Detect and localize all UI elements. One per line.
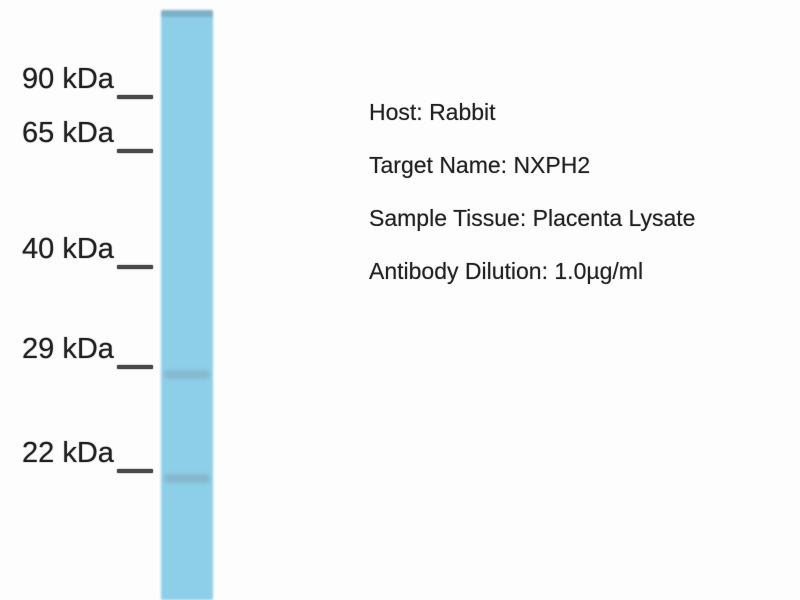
lane-top-edge (161, 10, 213, 17)
info-line-target-name: Target Name: NXPH2 (369, 152, 591, 178)
marker-29kda: 29 kDa (22, 332, 157, 372)
marker-tick (117, 95, 153, 99)
lane-background (161, 10, 213, 600)
protein-band-22kda (164, 474, 210, 483)
marker-90kda: 90 kDa (22, 62, 157, 102)
marker-tick (117, 469, 153, 473)
marker-label: 22 kDa (22, 437, 114, 469)
marker-label: 65 kDa (22, 117, 114, 149)
info-line-host: Host: Rabbit (369, 99, 496, 125)
marker-tick (117, 265, 153, 269)
marker-label: 40 kDa (22, 233, 114, 265)
marker-tick (117, 149, 153, 153)
info-block: Host: Rabbit Target Name: NXPH2 Sample T… (369, 86, 799, 298)
protein-band-29kda (164, 370, 210, 379)
blot-lane (161, 10, 213, 600)
marker-40kda: 40 kDa (22, 232, 157, 272)
marker-22kda: 22 kDa (22, 436, 157, 476)
marker-65kda: 65 kDa (22, 116, 157, 156)
marker-label: 29 kDa (22, 333, 114, 365)
info-line-sample-tissue: Sample Tissue: Placenta Lysate (369, 205, 696, 231)
marker-label: 90 kDa (22, 63, 114, 95)
marker-tick (117, 365, 153, 369)
info-line-antibody-dilution: Antibody Dilution: 1.0µg/ml (369, 258, 644, 284)
